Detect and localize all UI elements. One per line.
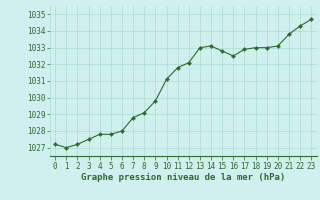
X-axis label: Graphe pression niveau de la mer (hPa): Graphe pression niveau de la mer (hPa) bbox=[81, 173, 285, 182]
